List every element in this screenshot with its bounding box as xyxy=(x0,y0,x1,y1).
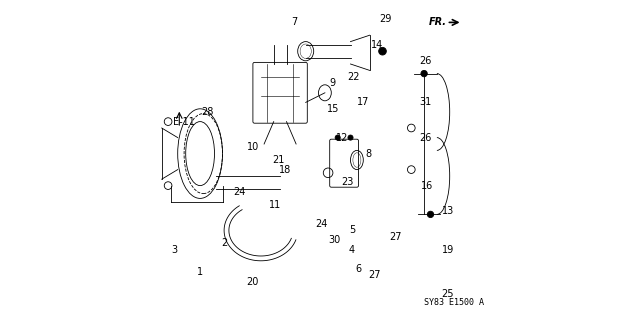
Text: E-11: E-11 xyxy=(173,116,195,127)
Text: 7: 7 xyxy=(291,17,297,28)
Text: 18: 18 xyxy=(278,164,290,175)
Text: 22: 22 xyxy=(347,72,360,82)
Text: 24: 24 xyxy=(315,219,327,229)
Text: 24: 24 xyxy=(234,187,246,197)
Text: 26: 26 xyxy=(419,56,432,66)
Circle shape xyxy=(421,70,427,77)
Text: 27: 27 xyxy=(389,232,401,242)
Text: 21: 21 xyxy=(272,155,285,165)
Text: 8: 8 xyxy=(365,148,371,159)
Text: 29: 29 xyxy=(379,14,392,24)
Text: 5: 5 xyxy=(349,225,355,236)
Text: 17: 17 xyxy=(357,97,369,108)
Text: 23: 23 xyxy=(341,177,354,188)
Text: 12: 12 xyxy=(336,132,348,143)
Text: 16: 16 xyxy=(421,180,433,191)
Text: 20: 20 xyxy=(247,276,259,287)
Text: 15: 15 xyxy=(327,104,339,114)
Text: 27: 27 xyxy=(368,270,380,280)
Text: 28: 28 xyxy=(202,107,214,117)
Text: 4: 4 xyxy=(349,244,355,255)
Text: 9: 9 xyxy=(330,78,336,88)
Text: 25: 25 xyxy=(441,289,454,300)
Text: 31: 31 xyxy=(419,97,431,108)
Text: 2: 2 xyxy=(221,238,227,248)
Text: 1: 1 xyxy=(197,267,203,277)
Text: 30: 30 xyxy=(328,235,340,245)
Text: 13: 13 xyxy=(441,206,454,216)
Text: 19: 19 xyxy=(441,244,454,255)
Text: FR.: FR. xyxy=(429,17,447,28)
Circle shape xyxy=(427,211,434,218)
Circle shape xyxy=(348,135,353,140)
Text: 6: 6 xyxy=(355,264,361,274)
Text: 14: 14 xyxy=(371,40,383,50)
Text: 10: 10 xyxy=(247,142,259,152)
Text: 11: 11 xyxy=(269,200,281,210)
Text: SY83 E1500 A: SY83 E1500 A xyxy=(424,298,484,307)
Text: 3: 3 xyxy=(171,244,178,255)
Text: 26: 26 xyxy=(419,132,432,143)
Circle shape xyxy=(378,47,386,55)
Circle shape xyxy=(335,135,340,140)
